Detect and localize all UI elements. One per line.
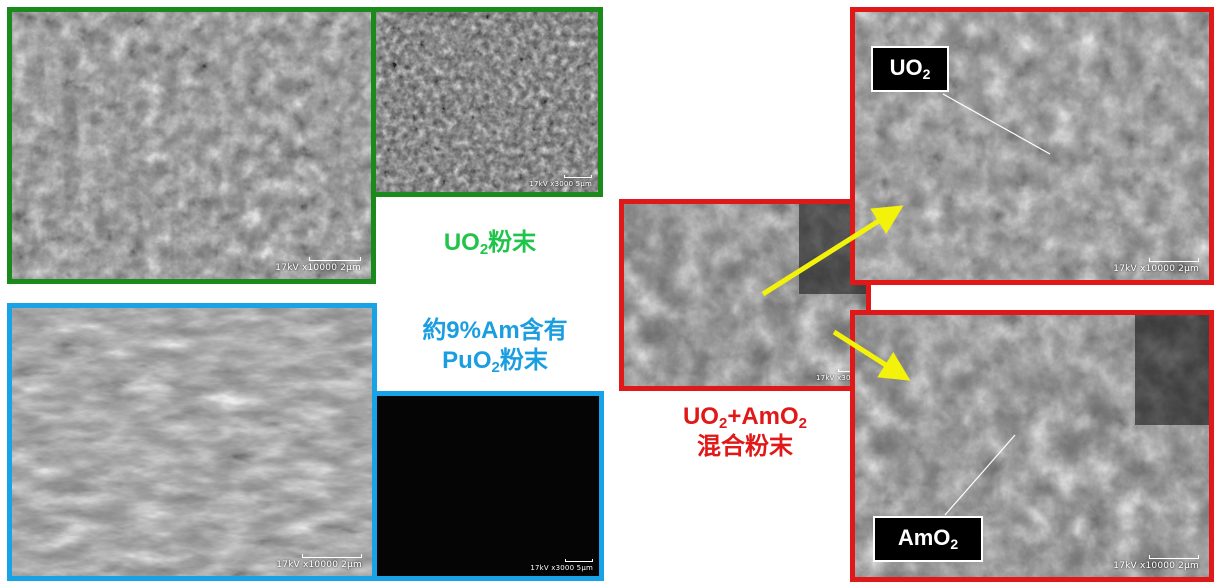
puo2-powder-large-scalebar: 17kV x10000 2µm: [276, 554, 362, 570]
puo2-powder-small-scale-text: 17kV x3000 5µm: [530, 564, 593, 572]
uo2-powder-caption-main: UO: [443, 229, 480, 256]
uo2-zoom-scale-text: 17kV x10000 2µm: [1113, 264, 1199, 274]
puo2-powder-small-scalebar: 17kV x3000 5µm: [530, 559, 593, 572]
puo2-powder-caption: 約9%Am含有 PuO2粉末: [385, 316, 605, 376]
puo2-powder-caption-line2-tail: 粉末: [499, 347, 548, 374]
uo2-powder-sem-large-image: [12, 12, 371, 279]
puo2-powder-sem-small-image: [377, 396, 599, 576]
uo2-powder-sem-large: 17kV x10000 2µm: [7, 7, 376, 284]
mixed-powder-scale-text: 17kV x3000: [816, 374, 860, 382]
uo2-powder-small-scalebar: 17kV x3000 5µm: [529, 175, 592, 188]
uo2-powder-caption: UO2粉末: [420, 228, 560, 258]
amo2-zoom-scale-text: 17kV x10000 2µm: [1113, 561, 1199, 571]
uo2-powder-large-scale-text: 17kV x10000 2µm: [275, 263, 361, 273]
puo2-powder-large-scale-text: 17kV x10000 2µm: [276, 560, 362, 570]
uo2-zoom-label-sub: 2: [922, 66, 931, 82]
uo2-zoom-label: UO2: [871, 46, 949, 92]
amo2-zoom-label: AmO2: [873, 516, 983, 562]
puo2-powder-caption-line1: 約9%Am含有: [422, 317, 568, 344]
uo2-powder-sem-small-image: [376, 12, 598, 192]
mixed-powder-caption-amo2-sub: 2: [798, 415, 808, 432]
amo2-zoom-label-sub: 2: [950, 536, 959, 552]
mixed-powder-caption: UO2+AmO2 混合粉末: [640, 402, 850, 462]
puo2-powder-sem-large: 17kV x10000 2µm: [7, 303, 377, 581]
uo2-powder-small-scale-text: 17kV x3000 5µm: [529, 180, 592, 188]
puo2-powder-caption-line2-sub: 2: [491, 359, 500, 376]
amo2-zoom-sem: AmO2 17kV x10000 2µm: [850, 310, 1214, 582]
puo2-powder-caption-line2: PuO2粉末: [385, 346, 605, 376]
mixed-powder-caption-line2: 混合粉末: [697, 433, 793, 460]
uo2-zoom-scalebar: 17kV x10000 2µm: [1113, 258, 1199, 274]
uo2-zoom-sem: UO2 17kV x10000 2µm: [850, 7, 1214, 285]
uo2-powder-sem-small: 17kV x3000 5µm: [371, 7, 603, 197]
amo2-zoom-label-main: AmO: [897, 525, 951, 550]
mixed-powder-sem: 17kV x3000: [619, 199, 871, 391]
amo2-zoom-scalebar: 17kV x10000 2µm: [1113, 555, 1199, 571]
uo2-zoom-label-main: UO: [889, 55, 923, 80]
mixed-powder-sem-image: [624, 204, 866, 386]
uo2-powder-large-scalebar: 17kV x10000 2µm: [275, 257, 361, 273]
mixed-powder-caption-uo2: UO: [682, 403, 719, 430]
uo2-powder-caption-tail: 粉末: [488, 229, 537, 256]
puo2-powder-caption-line2-main: PuO: [442, 347, 492, 374]
puo2-powder-sem-large-image: [12, 308, 372, 576]
puo2-powder-sem-small: 17kV x3000 5µm: [372, 391, 604, 581]
mixed-powder-caption-line1: UO2+AmO2: [640, 402, 850, 432]
uo2-powder-caption-sub: 2: [479, 241, 489, 258]
mixed-powder-caption-uo2-sub: 2: [718, 415, 728, 432]
mixed-powder-caption-amo2: +AmO: [727, 403, 799, 430]
